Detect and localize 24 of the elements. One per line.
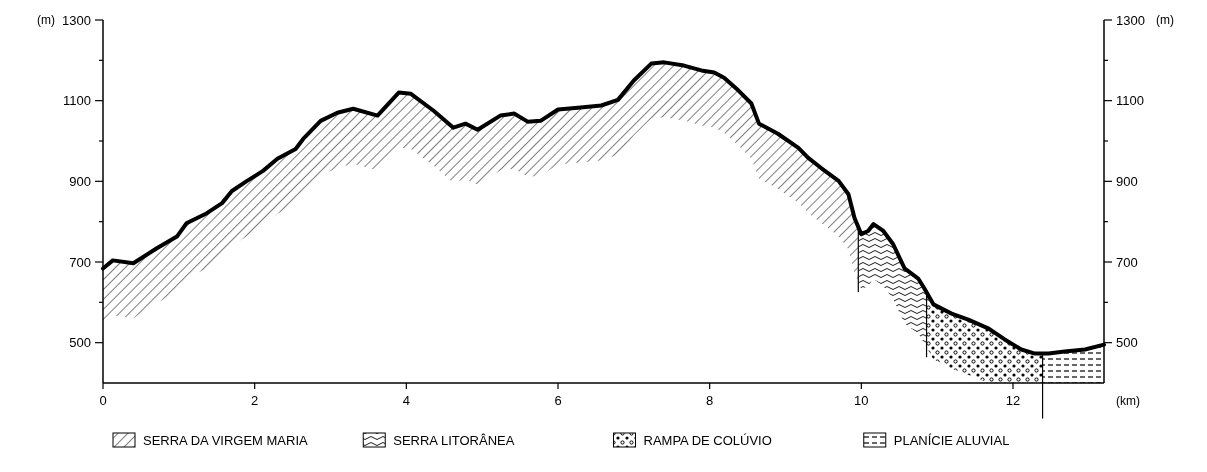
y-tick-label: 1300 [62,12,91,28]
y-tick-label: 700 [69,254,91,270]
legend-label: PLANÍCIE ALUVIAL [893,433,1010,448]
y2-axis-title: (m) [1156,13,1174,28]
x-tick-label: 6 [554,393,562,408]
x-tick-label: 4 [402,393,410,408]
x-tick-label: 12 [1005,393,1021,408]
y-tick-label: 900 [69,173,91,189]
y2-tick-label: 1300 [1116,12,1145,28]
y-axis-title: (m) [37,13,55,28]
y2-tick-label: 900 [1116,173,1138,189]
legend-label: SERRA LITORÂNEA [393,433,515,448]
legend-label: SERRA DA VIRGEM MARIA [143,433,309,448]
x-tick-label: 2 [251,393,259,408]
y2-tick-label: 500 [1116,335,1138,351]
x-tick-label: 0 [99,393,107,408]
x-tick-label: 10 [854,393,869,408]
y2-tick-label: 1100 [1116,93,1144,109]
y-tick-label: 1100 [63,93,91,109]
y2-tick-label: 700 [1116,254,1138,270]
y-tick-label: 500 [69,335,91,351]
legend-label: RAMPA DE COLÚVIO [643,433,772,448]
x-tick-label: 8 [706,393,714,408]
x-axis-title: (km) [1116,394,1140,408]
